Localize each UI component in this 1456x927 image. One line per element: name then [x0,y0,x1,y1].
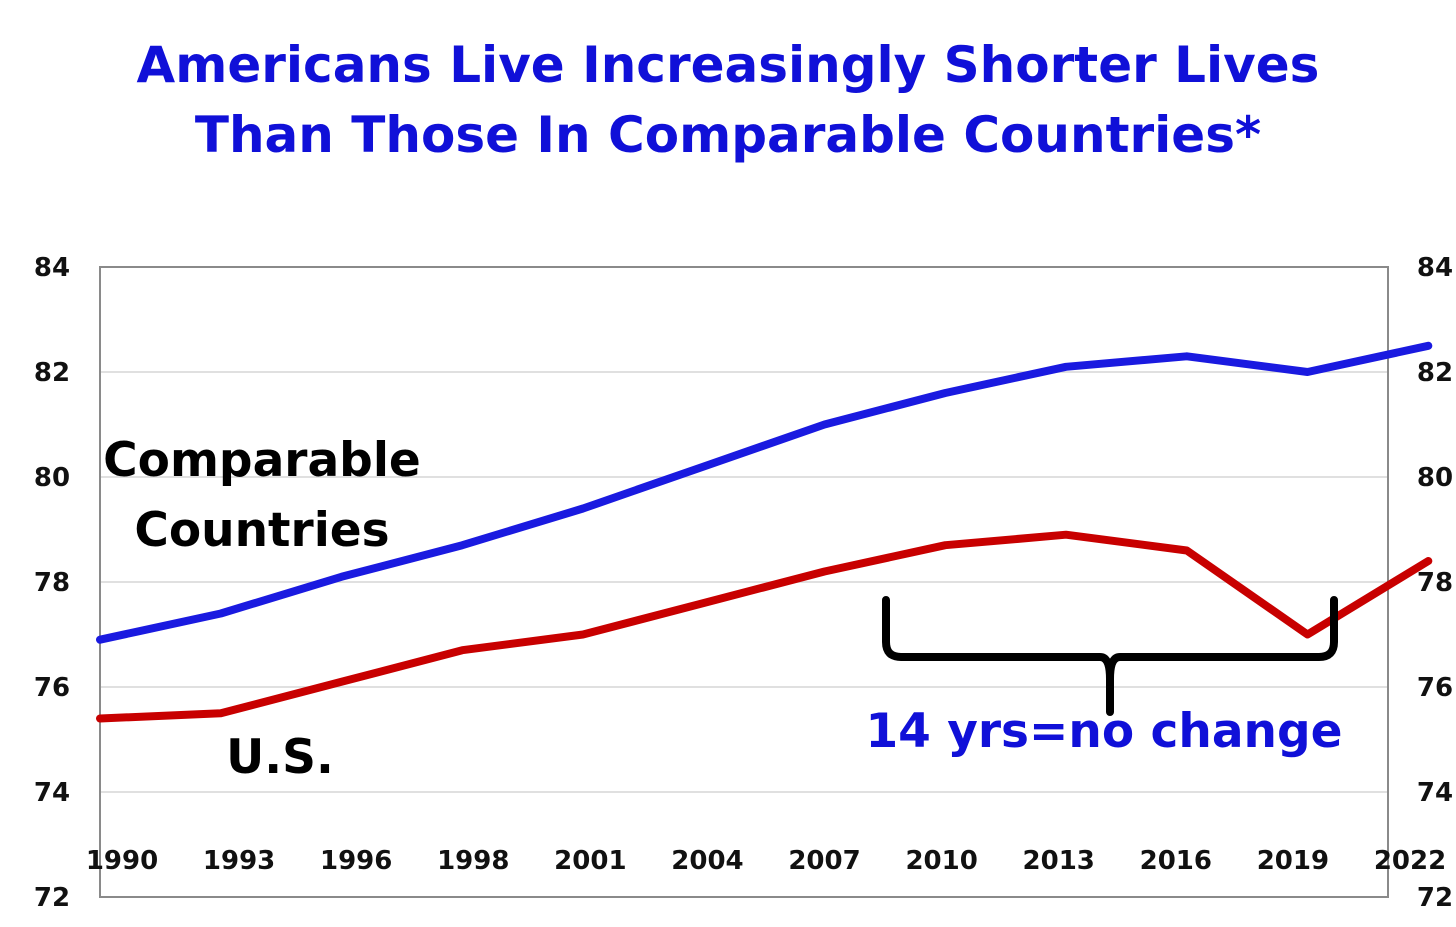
y-tick-left-84: 84 [34,253,70,283]
y-tick-left-80: 80 [34,463,70,493]
series-line-comparable-countries [96,341,1433,644]
y-tick-right-76: 76 [1417,673,1453,703]
x-tick-2016: 2016 [1140,846,1212,876]
y-tick-right-74: 74 [1417,778,1453,808]
no-change-brace [882,596,1338,716]
annotation-no-change: 14 yrs=no change [865,704,1342,759]
chart-title: Americans Live Increasingly Shorter Live… [0,30,1456,170]
y-tick-left-78: 78 [34,568,70,598]
y-tick-left-76: 76 [34,673,70,703]
x-tick-2019: 2019 [1257,846,1329,876]
series-label-us: U.S. [226,730,334,785]
y-tick-right-78: 78 [1417,568,1453,598]
x-tick-1996: 1996 [320,846,392,876]
y-tick-left-72: 72 [34,883,70,913]
x-tick-2007: 2007 [788,846,860,876]
x-tick-1993: 1993 [203,846,275,876]
x-tick-2001: 2001 [554,846,626,876]
x-tick-2022: 2022 [1374,846,1446,876]
x-tick-2013: 2013 [1023,846,1095,876]
chart-title-line-2: Than Those In Comparable Countries* [194,106,1262,164]
y-tick-right-82: 82 [1417,358,1453,388]
x-tick-1990: 1990 [86,846,158,876]
y-tick-right-80: 80 [1417,463,1453,493]
x-tick-2010: 2010 [905,846,977,876]
y-tick-right-84: 84 [1417,253,1453,283]
series-line-u-s- [96,530,1433,723]
y-axis-right: 72 74 76 78 80 82 84 [1417,253,1453,913]
gridlines [100,371,1388,793]
x-axis: 1990 1993 1996 1998 2001 2004 2007 2010 2013 2016… [86,846,1446,876]
series-label-comparable-line-1: Comparable [103,433,421,488]
y-tick-left-82: 82 [34,358,70,388]
chart-title-line-1: Americans Live Increasingly Shorter Live… [136,36,1320,94]
series-label-comparable-line-2: Countries [134,503,389,558]
x-tick-2004: 2004 [671,846,743,876]
series-lines [96,341,1433,723]
y-tick-left-74: 74 [34,778,70,808]
x-tick-1998: 1998 [437,846,509,876]
y-tick-right-72: 72 [1417,883,1453,913]
y-axis-left: 72 74 76 78 80 82 84 [34,253,70,913]
